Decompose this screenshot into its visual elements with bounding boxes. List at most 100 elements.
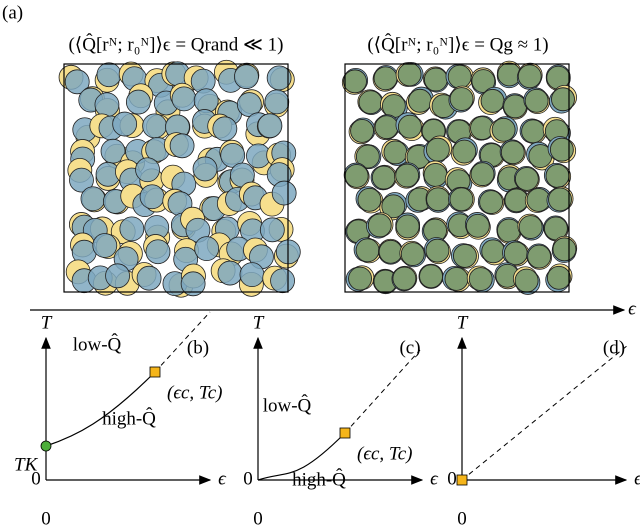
particle: [524, 88, 549, 113]
particle: [400, 242, 425, 267]
particle: [259, 217, 285, 243]
particle: [452, 243, 477, 268]
particle: [503, 241, 528, 266]
particle: [423, 162, 448, 187]
particle: [270, 268, 295, 294]
particle: [526, 188, 551, 212]
particle: [378, 239, 403, 264]
particle: [180, 271, 206, 297]
panel-tag: (a): [2, 2, 23, 23]
particle: [234, 64, 259, 90]
particle: [112, 111, 138, 137]
particle: [527, 244, 552, 269]
particle: [503, 94, 528, 119]
y-axis-label: T: [41, 312, 53, 333]
particle: [169, 133, 195, 159]
particle: [518, 215, 543, 240]
particle: [193, 88, 219, 114]
panel-tag: (c): [399, 337, 420, 358]
particle: [135, 157, 160, 183]
x-axis-label: ϵ: [634, 468, 640, 489]
box: [344, 63, 570, 293]
origin-label: 0: [31, 468, 41, 489]
particle: [348, 266, 372, 291]
particle: [271, 180, 297, 206]
particle: [94, 92, 120, 118]
particle: [496, 218, 521, 243]
particle: [426, 187, 451, 212]
particle: [92, 233, 118, 258]
particle: [468, 267, 493, 291]
particle: [551, 87, 575, 112]
crossover-line: [344, 349, 421, 434]
particle: [139, 184, 165, 210]
particle: [465, 213, 490, 238]
origin-label: 0: [253, 508, 263, 529]
particle: [171, 86, 197, 112]
particle: [383, 140, 408, 165]
particle: [395, 214, 420, 239]
kauzmann-point: [40, 440, 52, 452]
particle: [239, 262, 265, 288]
caption: (⟨Q̂[rᴺ; r₀ᴺ]⟩ϵ = Qrand ≪ 1): [68, 34, 283, 56]
particle: [545, 163, 570, 188]
particle: [425, 137, 450, 162]
particle: [419, 264, 443, 289]
particle: [264, 89, 290, 115]
particle: [549, 137, 574, 162]
transition-line: [257, 432, 346, 481]
critical-label: (ϵc, Tc): [167, 382, 223, 403]
particle: [381, 194, 406, 219]
origin-label: 0: [41, 508, 51, 529]
x-axis-label: ϵ: [218, 468, 227, 489]
particle: [357, 187, 382, 212]
particle: [105, 263, 130, 289]
critical-point: [339, 427, 351, 439]
particle: [343, 69, 367, 94]
particle: [521, 119, 546, 144]
particle: [194, 236, 220, 262]
phase-label: high-Q̂: [292, 469, 346, 491]
particle: [447, 64, 472, 89]
particle: [514, 166, 539, 191]
particle: [470, 162, 495, 187]
phase-label: low-Q̂: [263, 395, 312, 417]
particle: [96, 62, 122, 88]
particle: [212, 116, 238, 142]
particle: [367, 213, 392, 238]
box: [63, 63, 289, 293]
random-config: [58, 59, 301, 298]
particle: [136, 265, 162, 291]
critical-point: [149, 366, 161, 378]
transition-line: [45, 371, 156, 447]
particle: [344, 163, 369, 188]
axis-label: ϵ: [628, 298, 637, 319]
particle: [69, 167, 94, 193]
crossover-line: [154, 311, 211, 373]
particle: [142, 113, 167, 139]
particle: [500, 140, 525, 165]
particle: [481, 239, 506, 264]
particle: [491, 117, 516, 142]
crossover-line: [461, 344, 629, 481]
origin-label: 0: [243, 468, 253, 489]
origin-label: 0: [447, 468, 457, 489]
particle: [217, 260, 243, 286]
phase-label: high-Q̂: [102, 408, 156, 430]
particle: [548, 187, 572, 212]
particle: [449, 87, 474, 111]
particle: [192, 156, 218, 182]
particle: [479, 190, 504, 215]
particle: [125, 89, 151, 115]
caption: (⟨Q̂[rᴺ; r₀ᴺ]⟩ϵ = Qg ≈ 1): [367, 34, 548, 56]
x-axis-label: ϵ: [430, 468, 439, 489]
particle: [444, 267, 469, 291]
particle: [373, 66, 398, 91]
particle: [517, 64, 542, 89]
tk-label: TK: [14, 454, 39, 475]
particle: [480, 88, 505, 113]
particle: [119, 216, 145, 242]
particle: [355, 144, 380, 169]
origin-label: 0: [457, 508, 467, 529]
